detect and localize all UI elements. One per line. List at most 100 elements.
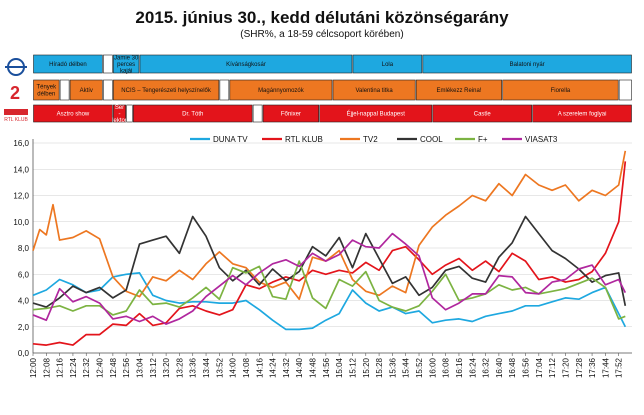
program-block-valentina-titka: Valentina titka bbox=[332, 79, 416, 101]
x-tick-label: 13:04 bbox=[135, 357, 144, 378]
program-block-eml-kezz-reina: Emlékezz Reina! bbox=[415, 79, 503, 101]
program-block-lola: Lola bbox=[352, 54, 423, 74]
program-label: Lola bbox=[382, 62, 394, 68]
duna-logo-icon bbox=[5, 58, 27, 76]
program-block-jjel-nappal-budapest: Éjjel-nappal Budapest bbox=[319, 104, 433, 123]
legend-item-f: F+ bbox=[455, 135, 488, 144]
x-tick-label: 14:48 bbox=[309, 357, 318, 378]
legend-label: VIASAT3 bbox=[525, 135, 558, 144]
program-block-k-v-ns-gkos-r: Kívánságkosár bbox=[139, 54, 353, 74]
x-tick-label: 16:24 bbox=[468, 357, 477, 378]
tv2-logo-icon: 2 bbox=[10, 83, 20, 103]
chart-series bbox=[32, 150, 627, 346]
legend-label: DUNA TV bbox=[213, 135, 248, 144]
program-gap bbox=[103, 54, 113, 74]
y-tick-label: 6,0 bbox=[18, 270, 30, 279]
program-gap bbox=[126, 104, 133, 123]
x-tick-label: 17:20 bbox=[561, 357, 570, 378]
program-block-ncis-tenger-szeti-helysz-nel-k: NCIS – Tengerészeti helyszínelők bbox=[113, 79, 220, 101]
y-tick-label: 10,0 bbox=[13, 218, 29, 227]
program-block-t-nyek-d-lben: Tények délben bbox=[33, 79, 60, 101]
x-tick-label: 14:24 bbox=[269, 357, 278, 378]
legend-item-viasat3: VIASAT3 bbox=[502, 135, 558, 144]
y-tick-label: 8,0 bbox=[18, 244, 30, 253]
program-block-h-rad-d-lben: Híradó délben bbox=[33, 54, 103, 74]
x-tick-label: 16:08 bbox=[442, 357, 451, 378]
series-line-cool bbox=[32, 215, 627, 308]
program-label: Jamie 30 perces kajái bbox=[114, 55, 139, 74]
x-tick-label: 16:00 bbox=[428, 357, 437, 378]
program-gap bbox=[252, 104, 263, 123]
program-label: Fiorella bbox=[551, 88, 571, 94]
program-block-fiorella: Fiorella bbox=[502, 79, 619, 101]
legend-item-rtl-klub: RTL KLUB bbox=[262, 135, 323, 144]
rtl-klub-logo-icon: RTL KLUB bbox=[4, 109, 28, 123]
x-tick-label: 12:16 bbox=[56, 357, 65, 378]
series-line-duna-tv bbox=[32, 272, 627, 331]
x-tick-label: 12:32 bbox=[82, 357, 91, 378]
x-tick-label: 12:24 bbox=[69, 357, 78, 378]
x-tick-label: 12:48 bbox=[109, 357, 118, 378]
chart-legend: DUNA TV RTL KLUB TV2 COOL F+ VIASAT3 bbox=[190, 135, 558, 144]
legend-item-cool: COOL bbox=[397, 135, 443, 144]
program-label: Ser -lektor bbox=[112, 105, 127, 124]
x-tick-label: 17:04 bbox=[535, 357, 544, 378]
program-block-asztro-show: Asztro show bbox=[33, 104, 113, 123]
x-tick-label: 13:12 bbox=[149, 357, 158, 378]
x-tick-label: 12:56 bbox=[122, 357, 131, 378]
program-label: Kívánságkosár bbox=[226, 62, 266, 68]
program-label: Balatoni nyár bbox=[510, 62, 545, 68]
x-tick-label: 13:36 bbox=[189, 357, 198, 378]
schedule-row-duna: Híradó délben Jamie 30 perces kajái Kívánság… bbox=[33, 54, 632, 75]
x-tick-label: 15:44 bbox=[402, 357, 411, 378]
legend-label: F+ bbox=[478, 135, 488, 144]
program-schedule: Híradó délben Jamie 30 perces kajái Kívánság… bbox=[33, 54, 632, 124]
legend-label: COOL bbox=[420, 135, 443, 144]
program-block-ser-lektor: Ser -lektor bbox=[112, 104, 127, 124]
legend-item-tv2: TV2 bbox=[340, 135, 378, 144]
program-block-a-szerelem-foglyai: A szerelem foglyai bbox=[532, 104, 632, 123]
x-tick-label: 12:40 bbox=[96, 357, 105, 378]
x-tick-label: 17:28 bbox=[575, 357, 584, 378]
x-tick-label: 12:00 bbox=[29, 357, 38, 378]
x-tick-label: 16:56 bbox=[522, 357, 531, 378]
program-label: Asztro show bbox=[57, 112, 90, 118]
program-label: NCIS – Tengerészeti helyszínelők bbox=[121, 88, 212, 94]
x-tick-label: 13:20 bbox=[162, 357, 171, 378]
y-tick-label: 0,0 bbox=[18, 349, 30, 358]
x-tick-label: 16:32 bbox=[482, 357, 491, 378]
x-tick-label: 12:08 bbox=[42, 357, 51, 378]
svg-text:RTL KLUB: RTL KLUB bbox=[4, 117, 28, 123]
x-tick-label: 14:16 bbox=[255, 357, 264, 378]
program-block-castle: Castle bbox=[432, 104, 532, 123]
x-tick-label: 14:00 bbox=[229, 357, 238, 378]
program-label: Valentina titka bbox=[355, 88, 393, 94]
program-block-f-nixer: Főnixer bbox=[262, 104, 319, 123]
x-tick-label: 17:36 bbox=[588, 357, 597, 378]
x-tick-label: 15:12 bbox=[348, 357, 357, 378]
x-tick-label: 15:20 bbox=[362, 357, 371, 378]
y-tick-label: 4,0 bbox=[18, 297, 30, 306]
x-tick-label: 13:52 bbox=[215, 357, 224, 378]
y-tick-label: 12,0 bbox=[13, 192, 29, 201]
x-tick-label: 13:44 bbox=[202, 357, 211, 378]
schedule-row-tv2: Tények délben Aktív NCIS – Tengerészeti hel… bbox=[33, 79, 632, 101]
x-tick-label: 15:36 bbox=[388, 357, 397, 378]
program-label: Magánnyomozók bbox=[258, 88, 305, 94]
chart-axes: 0,0 2,0 4,0 6,0 8,0 10,0 12,0 14,0 16,0 12:00 12:0… bbox=[13, 139, 632, 378]
x-tick-label: 13:28 bbox=[175, 357, 184, 378]
legend-item-duna-tv: DUNA TV bbox=[190, 135, 248, 144]
program-block-jamie-30-perces-kaj-i: Jamie 30 perces kajái bbox=[113, 54, 140, 75]
x-tick-label: 14:56 bbox=[322, 357, 331, 378]
series-line-f bbox=[32, 260, 626, 320]
program-label: Aktív bbox=[80, 88, 93, 94]
program-label: A szerelem foglyai bbox=[558, 112, 607, 118]
x-tick-label: 15:28 bbox=[375, 357, 384, 378]
program-label: Dr. Tóth bbox=[182, 112, 203, 118]
svg-text:2: 2 bbox=[10, 83, 20, 103]
program-gap bbox=[219, 79, 230, 101]
page-title: 2015. június 30., kedd délutáni közönség… bbox=[135, 8, 509, 27]
y-tick-label: 14,0 bbox=[13, 165, 29, 174]
x-tick-label: 14:32 bbox=[282, 357, 291, 378]
